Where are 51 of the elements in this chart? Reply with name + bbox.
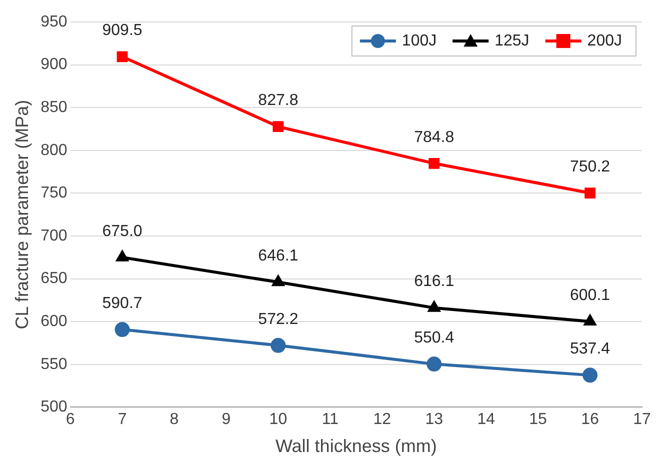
x-tick-label: 10 [269,411,288,428]
point [583,314,597,326]
x-tick-label: 17 [633,411,651,428]
y-tick-label: 900 [40,56,68,74]
data-label: 550.4 [414,329,454,346]
data-label: 750.2 [570,158,610,176]
x-tick-label: 13 [425,411,444,428]
point [272,274,285,286]
y-axis-title: CL fracture parameter (MPa) [12,100,32,330]
x-tick-label: 11 [322,411,339,428]
point [114,322,130,338]
point [272,121,284,132]
legend-label: 100J [402,32,437,50]
legend-label: 200J [587,32,622,50]
y-tick-label: 500 [40,398,68,416]
x-tick-label: 8 [170,411,179,428]
data-label: 590.7 [102,294,142,312]
y-tick-label: 650 [40,270,68,288]
data-label: 675.0 [102,222,142,240]
x-tick-label: 7 [118,411,127,428]
y-tick-label: 600 [40,313,68,330]
x-tick-label: 6 [66,411,75,428]
x-tick-label: 16 [581,411,600,428]
data-label: 600.1 [570,286,610,304]
x-tick-label: 9 [222,411,231,428]
legend-label: 125J [494,32,530,50]
data-label: 909.5 [102,22,142,40]
data-label: 646.1 [258,248,298,265]
data-label: 827.8 [258,92,298,110]
y-tick-label: 550 [40,356,68,373]
data-label: 572.2 [258,310,298,328]
point [428,158,440,169]
x-tick-label: 14 [477,411,496,428]
y-tick-label: 850 [40,99,68,116]
data-label: 616.1 [414,273,454,290]
x-tick-label: 15 [529,411,548,428]
y-tick-label: 750 [40,184,68,202]
point [116,51,128,62]
point [426,356,442,372]
point [428,300,441,312]
data-label: 784.8 [414,128,454,146]
point [582,368,598,383]
x-axis-title: Wall thickness (mm) [275,436,437,456]
data-label: 537.4 [570,340,610,358]
y-tick-label: 800 [40,142,68,159]
point [270,338,286,353]
y-tick-label: 950 [40,13,68,30]
y-tick-label: 700 [40,227,68,244]
point [116,250,129,262]
x-tick-label: 12 [373,411,392,428]
point [584,188,596,198]
